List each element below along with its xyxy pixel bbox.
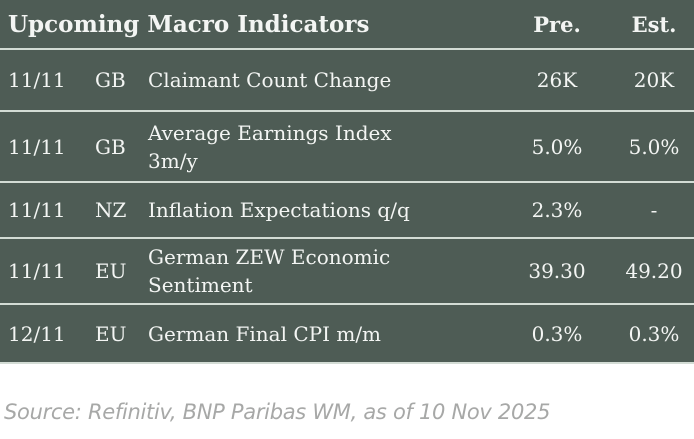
estimate-value-cell: 5.0% bbox=[628, 134, 680, 159]
indicator-cell: Inflation Expectations q/q bbox=[148, 198, 410, 222]
estimate-value-cell: 20K bbox=[633, 68, 675, 92]
estimate-value-cell: 49.20 bbox=[625, 259, 683, 283]
previous-value-cell: 2.3% bbox=[531, 198, 583, 222]
country-cell: EU bbox=[95, 321, 127, 346]
table-row: 11/11 GB Claimant Count Change 26K 20K bbox=[0, 48, 694, 110]
table-row: 11/11 EU German ZEW Economic Sentiment 3… bbox=[0, 237, 694, 303]
date-cell: 11/11 bbox=[8, 198, 66, 222]
table-row: 11/11 NZ Inflation Expectations q/q 2.3%… bbox=[0, 181, 694, 237]
previous-value-cell: 5.0% bbox=[531, 134, 583, 159]
table-header-row: Upcoming Macro Indicators Pre. Est. bbox=[0, 0, 694, 48]
indicator-cell: Average Earnings Index 3m/y bbox=[148, 120, 392, 173]
column-header-est: Est. bbox=[631, 11, 677, 37]
country-cell: GB bbox=[95, 68, 126, 92]
estimate-value-cell: 0.3% bbox=[628, 321, 680, 346]
date-cell: 11/11 bbox=[8, 134, 66, 159]
country-cell: EU bbox=[95, 259, 127, 283]
date-cell: 12/11 bbox=[8, 321, 66, 346]
date-cell: 11/11 bbox=[8, 259, 66, 283]
previous-value-cell: 39.30 bbox=[528, 259, 586, 283]
indicator-cell: German ZEW Economic Sentiment bbox=[148, 245, 391, 297]
table-row: 11/11 GB Average Earnings Index 3m/y 5.0… bbox=[0, 110, 694, 181]
estimate-value-cell: - bbox=[650, 198, 658, 222]
previous-value-cell: 0.3% bbox=[531, 321, 583, 346]
country-cell: GB bbox=[95, 134, 126, 159]
indicator-cell: German Final CPI m/m bbox=[148, 321, 382, 346]
date-cell: 11/11 bbox=[8, 68, 66, 92]
indicator-cell: Claimant Count Change bbox=[148, 68, 392, 92]
source-note: Source: Refinitiv, BNP Paribas WM, as of… bbox=[4, 400, 551, 424]
column-header-pre: Pre. bbox=[533, 11, 581, 37]
macro-indicators-table: Upcoming Macro Indicators Pre. Est. 11/1… bbox=[0, 0, 694, 364]
table-body: 11/11 GB Claimant Count Change 26K 20K 1… bbox=[0, 48, 694, 362]
country-cell: NZ bbox=[95, 198, 127, 222]
table-row: 12/11 EU German Final CPI m/m 0.3% 0.3% bbox=[0, 303, 694, 362]
previous-value-cell: 26K bbox=[536, 68, 578, 92]
table-title: Upcoming Macro Indicators bbox=[8, 10, 370, 38]
